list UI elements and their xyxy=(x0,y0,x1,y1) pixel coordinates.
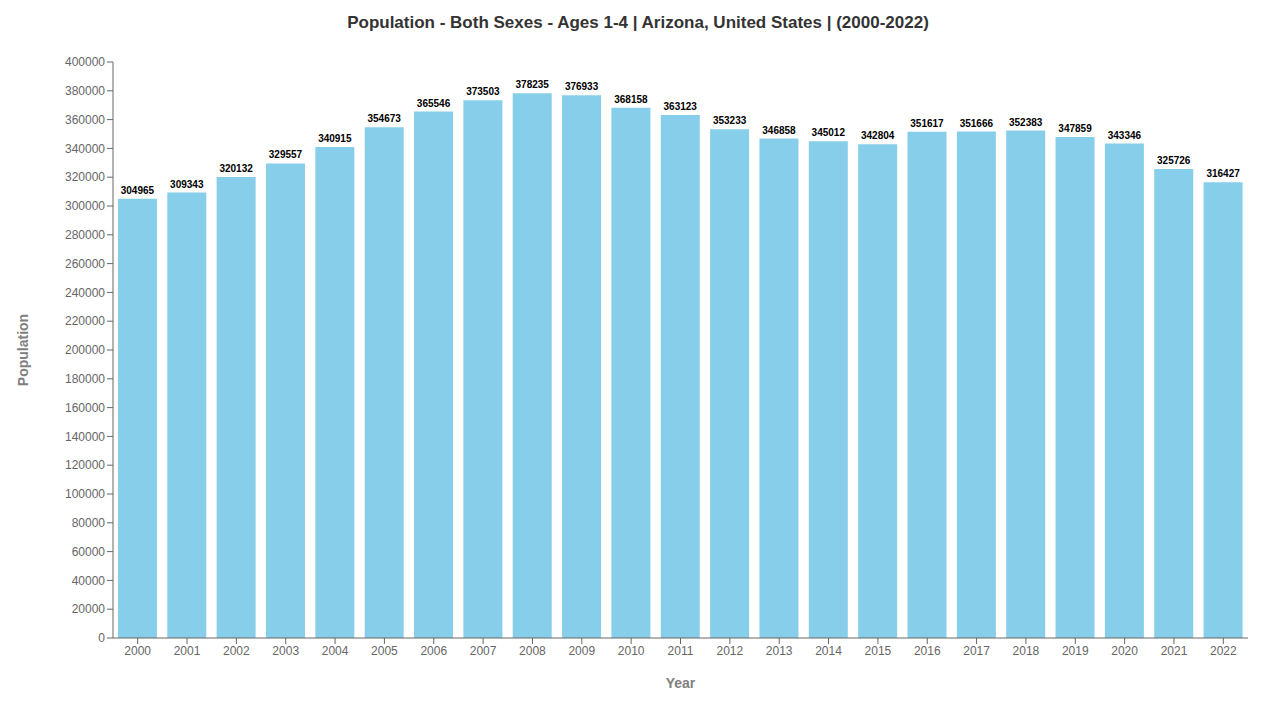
svg-text:2018: 2018 xyxy=(1013,644,1040,658)
svg-text:2006: 2006 xyxy=(420,644,447,658)
svg-text:2011: 2011 xyxy=(668,644,694,658)
svg-text:2010: 2010 xyxy=(618,644,645,658)
svg-text:2016: 2016 xyxy=(914,644,941,658)
svg-text:340000: 340000 xyxy=(65,142,105,156)
svg-text:345012: 345012 xyxy=(812,127,846,138)
svg-text:309343: 309343 xyxy=(170,179,204,190)
svg-text:2004: 2004 xyxy=(322,644,349,658)
svg-text:353233: 353233 xyxy=(713,115,747,126)
svg-text:325726: 325726 xyxy=(1157,155,1191,166)
svg-text:2015: 2015 xyxy=(865,644,892,658)
svg-text:Population: Population xyxy=(15,314,31,386)
svg-text:40000: 40000 xyxy=(72,574,106,588)
svg-text:2009: 2009 xyxy=(568,644,595,658)
svg-text:320132: 320132 xyxy=(219,163,253,174)
svg-text:2005: 2005 xyxy=(371,644,398,658)
svg-text:80000: 80000 xyxy=(72,516,106,530)
svg-text:2008: 2008 xyxy=(519,644,546,658)
svg-text:2003: 2003 xyxy=(272,644,299,658)
svg-text:180000: 180000 xyxy=(65,372,105,386)
svg-text:329557: 329557 xyxy=(269,149,303,160)
svg-text:2020: 2020 xyxy=(1111,644,1138,658)
svg-text:2007: 2007 xyxy=(470,644,497,658)
svg-text:373503: 373503 xyxy=(466,86,500,97)
svg-text:2022: 2022 xyxy=(1210,644,1237,658)
svg-text:2000: 2000 xyxy=(124,644,151,658)
svg-text:352383: 352383 xyxy=(1009,117,1043,128)
svg-text:100000: 100000 xyxy=(65,487,105,501)
svg-text:260000: 260000 xyxy=(65,257,105,271)
svg-text:340915: 340915 xyxy=(318,133,352,144)
svg-text:220000: 220000 xyxy=(65,314,105,328)
svg-text:0: 0 xyxy=(98,631,105,645)
svg-text:2017: 2017 xyxy=(963,644,990,658)
svg-text:363123: 363123 xyxy=(664,101,698,112)
svg-text:120000: 120000 xyxy=(65,458,105,472)
svg-text:376933: 376933 xyxy=(565,81,599,92)
svg-text:354673: 354673 xyxy=(367,113,401,124)
svg-text:380000: 380000 xyxy=(65,84,105,98)
svg-text:365546: 365546 xyxy=(417,98,451,109)
svg-text:2012: 2012 xyxy=(716,644,743,658)
svg-text:20000: 20000 xyxy=(72,602,106,616)
svg-text:316427: 316427 xyxy=(1206,168,1240,179)
svg-text:140000: 140000 xyxy=(65,430,105,444)
svg-text:347859: 347859 xyxy=(1058,123,1092,134)
svg-text:160000: 160000 xyxy=(65,401,105,415)
svg-text:2013: 2013 xyxy=(766,644,793,658)
svg-text:280000: 280000 xyxy=(65,228,105,242)
svg-text:351666: 351666 xyxy=(960,118,994,129)
svg-text:320000: 320000 xyxy=(65,170,105,184)
svg-text:300000: 300000 xyxy=(65,199,105,213)
svg-text:2019: 2019 xyxy=(1062,644,1089,658)
html-text:Population - Both Sexes - Ages: Population - Both Sexes - Ages 1-4 | Ari… xyxy=(347,13,929,32)
svg-text:400000: 400000 xyxy=(65,55,105,69)
svg-text:200000: 200000 xyxy=(65,343,105,357)
svg-text:240000: 240000 xyxy=(65,286,105,300)
svg-text:378235: 378235 xyxy=(516,79,550,90)
svg-text:360000: 360000 xyxy=(65,113,105,127)
svg-text:2001: 2001 xyxy=(174,644,201,658)
svg-text:342804: 342804 xyxy=(861,130,895,141)
svg-text:2002: 2002 xyxy=(223,644,250,658)
svg-text:2014: 2014 xyxy=(815,644,842,658)
svg-text:60000: 60000 xyxy=(72,545,106,559)
svg-text:368158: 368158 xyxy=(614,94,648,105)
svg-text:Year: Year xyxy=(666,675,696,691)
svg-text:304965: 304965 xyxy=(121,185,155,196)
svg-text:346858: 346858 xyxy=(762,125,796,136)
svg-text:343346: 343346 xyxy=(1108,130,1142,141)
svg-text:351617: 351617 xyxy=(910,118,944,129)
svg-text:2021: 2021 xyxy=(1161,644,1188,658)
